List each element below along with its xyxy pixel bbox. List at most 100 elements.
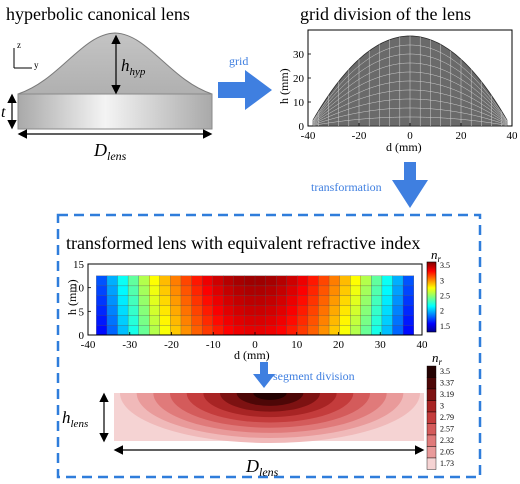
h-lens-label: hlens — [62, 408, 88, 430]
segment-colorbar-bar — [426, 365, 437, 470]
lens-base — [17, 93, 213, 130]
heatmap-cell — [138, 275, 150, 287]
segment-colorbar-block — [426, 400, 437, 413]
heatmap-cell — [318, 295, 330, 306]
heatmap-cell — [392, 315, 404, 326]
segment-colorbar-block — [426, 446, 437, 459]
heatmap-cell — [350, 305, 362, 316]
t-label: t — [1, 104, 6, 121]
heatmap-cell — [276, 295, 288, 306]
heatmap-cell — [138, 324, 150, 336]
seg-layers — [120, 393, 420, 443]
grid-plot-ylabel: h (mm) — [277, 68, 291, 104]
grid-mesh-line — [312, 98, 508, 125]
heatmap-cell — [371, 295, 383, 306]
heatmap-cell — [265, 305, 277, 316]
heatmap-cell — [96, 324, 108, 336]
heatmap-cell — [191, 275, 203, 287]
grid-x-tick-label: -40 — [301, 130, 316, 142]
heatmap-cell — [244, 275, 256, 287]
heatmap-cell — [233, 295, 245, 306]
heatmap-cell — [381, 275, 393, 287]
heatmap-cell — [159, 324, 171, 336]
grid-mesh-line — [312, 89, 508, 124]
grid-y-tick-label: 30 — [293, 49, 305, 61]
heatmap-cell — [286, 295, 298, 306]
segment-colorbar-tick-label: 3.5 — [440, 367, 450, 376]
heatmap-cell — [223, 315, 235, 326]
heatmap-cell — [297, 275, 309, 287]
heatmap-cell — [402, 285, 415, 296]
heatmap-cell — [402, 295, 415, 306]
heatmap-cell — [318, 324, 330, 336]
heatmap-y-tick-label: 10 — [73, 283, 85, 295]
heatmap-cell — [117, 305, 129, 316]
heatmap-x-tick-label: -20 — [164, 339, 179, 351]
heatmap-cell — [170, 295, 182, 306]
heatmap-cell — [254, 275, 266, 287]
heatmap-cell — [318, 315, 330, 326]
segment-colorbar-block — [426, 388, 437, 401]
heatmap-cell — [180, 285, 192, 296]
heatmap-cell — [117, 285, 129, 296]
segment-colorbar-tick-label: 2.57 — [440, 425, 454, 434]
heatmap-y-tick-label: 15 — [73, 259, 85, 271]
heatmap-cell — [223, 285, 235, 296]
grid-plot: -40 -20 0 20 40 0 10 20 30 d (mm) h (mm) — [277, 29, 519, 154]
heatmap-cell — [201, 285, 214, 296]
heatmap-cell — [254, 305, 266, 316]
heatmap-cell — [360, 275, 372, 287]
heatmap-cell — [223, 324, 235, 336]
heatmap-cell — [276, 315, 288, 326]
heatmap-cell — [328, 305, 340, 316]
segment-colorbar-tick-label: 3 — [440, 402, 444, 411]
heatmap-cell — [244, 295, 256, 306]
heatmap-cell — [201, 315, 214, 326]
heatmap-cell — [265, 324, 277, 336]
heatmap-cell — [149, 275, 161, 287]
heatmap-cell — [381, 285, 393, 296]
heatmap-cell — [223, 305, 235, 316]
heatmap-cell — [339, 275, 351, 287]
heatmap-cell — [339, 324, 351, 336]
heatmap-cell — [307, 324, 319, 336]
grid-mesh-line — [313, 107, 507, 126]
heatmap-cell — [180, 315, 192, 326]
heatmap-cell — [233, 285, 245, 296]
segment-division-label: segment division — [273, 369, 355, 383]
heatmap-cell — [233, 305, 245, 316]
jet-colorbar-tick-label: 3 — [440, 276, 444, 285]
transformation-arrow-label: transformation — [311, 180, 382, 194]
heatmap-cell — [159, 275, 171, 287]
heatmap-cell — [201, 305, 214, 316]
heatmap-x-tick-label: 30 — [375, 339, 387, 351]
heatmap-cell — [191, 305, 203, 316]
segmented-lens — [114, 393, 424, 443]
heatmap-cell — [297, 295, 309, 306]
heatmap-cell — [96, 285, 108, 296]
heatmap-cell — [254, 285, 266, 296]
grid-x-tick-label: 0 — [407, 130, 413, 142]
heatmap-cell — [254, 324, 266, 336]
heatmap-cell — [318, 285, 330, 296]
d-lens-label-bottom: Dlens — [245, 456, 279, 479]
heatmap-cell — [159, 295, 171, 306]
heatmap-cell — [265, 315, 277, 326]
heatmap-cell — [117, 275, 129, 287]
heatmap-cell — [339, 295, 351, 306]
segment-colorbar-block — [426, 377, 437, 390]
heatmap-cell — [381, 324, 393, 336]
heatmap-cell — [180, 305, 192, 316]
segment-colorbar-label: nr — [432, 350, 443, 367]
segment-colorbar-tick-label: 3.37 — [440, 379, 454, 388]
heatmap-cell — [297, 305, 309, 316]
grid-arrow-label: grid — [229, 54, 248, 68]
axis-y-label: y — [34, 60, 39, 70]
heatmap-cell — [339, 315, 351, 326]
heatmap-cell — [244, 305, 256, 316]
heatmap-cell — [223, 275, 235, 287]
grid-x-tick-label: 40 — [507, 130, 519, 142]
seg-layer — [253, 393, 287, 400]
heatmap-cell — [138, 295, 150, 306]
